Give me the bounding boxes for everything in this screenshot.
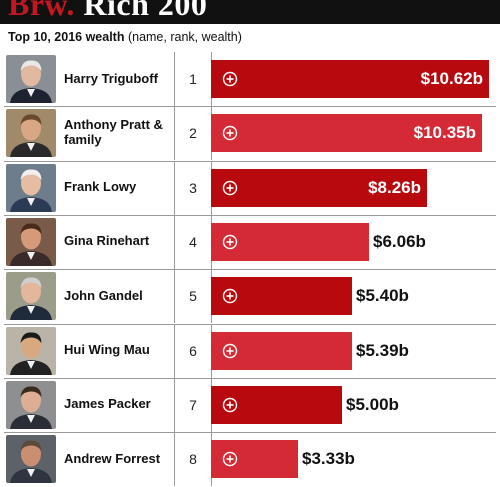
expand-plus-icon[interactable]	[222, 125, 238, 141]
chart-row: Hui Wing Mau 6 $5.39b	[4, 323, 496, 378]
rank-label: 4	[174, 214, 212, 269]
wealth-value-label: $6.06b	[373, 231, 426, 251]
row-divider	[4, 432, 496, 434]
person-photo	[6, 109, 56, 158]
person-name: James Packer	[64, 396, 151, 412]
chart-row: James Packer 7 $5.00b	[4, 377, 496, 432]
person-name: Frank Lowy	[64, 179, 137, 195]
chart-row: Anthony Pratt & family 2 $10.35b	[4, 106, 496, 161]
wealth-value-label: $10.62b	[420, 69, 483, 88]
rank-label: 8	[174, 432, 212, 487]
person-name: Gina Rinehart	[64, 233, 150, 249]
person-photo	[6, 326, 56, 375]
person-photo	[6, 380, 56, 429]
wealth-value-label: $3.33b	[302, 449, 355, 469]
person-photo	[6, 435, 56, 484]
person-photo	[6, 55, 56, 103]
rank-label: 6	[174, 323, 212, 378]
wealth-bar-chart: Harry Triguboff 1 $10.62b Anthony Pratt & f…	[4, 52, 496, 487]
wealth-bar	[211, 168, 427, 207]
brand-logo: Brw. Rich 200	[8, 0, 207, 23]
wealth-value-label: $10.35b	[413, 123, 476, 143]
masthead: Brw. Rich 200	[0, 0, 500, 24]
expand-plus-icon[interactable]	[222, 397, 238, 413]
person-name: Andrew Forrest	[64, 450, 161, 466]
person-name: Harry Triguboff	[64, 70, 158, 86]
expand-plus-icon[interactable]	[222, 288, 238, 304]
chart-row: Frank Lowy 3 $8.26b	[4, 160, 496, 215]
expand-plus-icon[interactable]	[222, 234, 238, 250]
wealth-bar	[211, 114, 482, 153]
chart-title: Top 10, 2016 wealth (name, rank, wealth)	[8, 30, 242, 44]
chart-row: Andrew Forrest 8 $3.33b	[4, 432, 496, 487]
expand-plus-icon[interactable]	[222, 180, 238, 196]
chart-row: Harry Triguboff 1 $10.62b	[4, 52, 496, 106]
row-divider	[4, 377, 496, 379]
rank-label: 2	[174, 106, 212, 161]
wealth-bar	[211, 222, 369, 261]
rank-label: 3	[174, 160, 212, 215]
wealth-bar	[211, 331, 352, 370]
person-name: John Gandel	[64, 287, 143, 303]
wealth-bar	[211, 277, 352, 316]
brand-part1: Brw.	[8, 0, 75, 22]
wealth-value-label: $8.26b	[368, 177, 421, 197]
person-name: Hui Wing Mau	[64, 342, 150, 358]
chart-title-bold: Top 10, 2016 wealth	[8, 30, 125, 44]
wealth-value-label: $5.00b	[346, 394, 399, 414]
row-divider	[4, 214, 496, 216]
wealth-bar	[211, 60, 489, 98]
expand-plus-icon[interactable]	[222, 451, 238, 467]
brand-part2: Rich 200	[83, 0, 208, 22]
chart-row: John Gandel 5 $5.40b	[4, 269, 496, 324]
expand-plus-icon[interactable]	[222, 343, 238, 359]
person-photo	[6, 272, 56, 321]
wealth-value-label: $5.39b	[356, 340, 409, 360]
expand-plus-icon[interactable]	[222, 71, 238, 87]
rank-label: 1	[174, 52, 212, 106]
person-name: Anthony Pratt & family	[64, 117, 163, 148]
wealth-value-label: $5.40b	[356, 286, 409, 306]
chart-title-rest: (name, rank, wealth)	[124, 30, 242, 44]
row-divider	[4, 106, 496, 108]
rank-label: 5	[174, 269, 212, 324]
wealth-bar	[211, 440, 298, 479]
person-photo	[6, 217, 56, 266]
person-photo	[6, 163, 56, 212]
rank-label: 7	[174, 377, 212, 432]
row-divider	[4, 160, 496, 162]
row-divider	[4, 323, 496, 325]
chart-row: Gina Rinehart 4 $6.06b	[4, 214, 496, 269]
row-divider	[4, 269, 496, 271]
